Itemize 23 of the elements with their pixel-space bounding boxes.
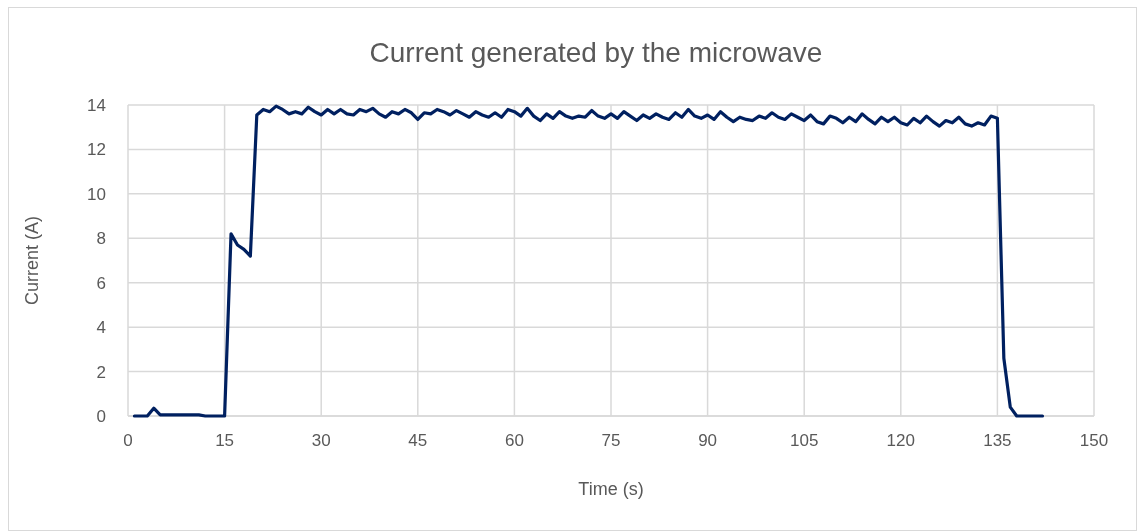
x-tick-label: 120 [886,431,915,450]
y-tick-label: 10 [87,184,106,204]
x-tick-label: 45 [408,431,428,450]
x-tick-label: 60 [504,431,524,450]
x-axis-title: Time (s) [578,479,644,499]
y-tick-label: 8 [96,229,106,249]
y-axis-title: Current (A) [22,215,42,306]
y-tick-label: 6 [96,273,106,293]
x-tick-label: 105 [790,431,819,450]
chart-title: Current generated by the microwave [369,37,823,68]
x-tick-label: 15 [215,431,235,450]
x-tick-label: 135 [983,431,1012,450]
line-series [132,104,1045,418]
y-tick-label: 12 [87,140,106,160]
x-tick-label: 30 [311,431,331,450]
y-tick-label: 0 [96,406,106,426]
y-tick-label: 14 [87,95,106,115]
x-tick-label: 150 [1079,431,1109,450]
y-tick-label: 2 [96,362,106,382]
x-tick-label: 90 [698,431,718,450]
y-tick-label: 4 [96,318,106,338]
x-tick-label: 75 [601,431,621,450]
x-tick-label: 0 [123,431,133,450]
